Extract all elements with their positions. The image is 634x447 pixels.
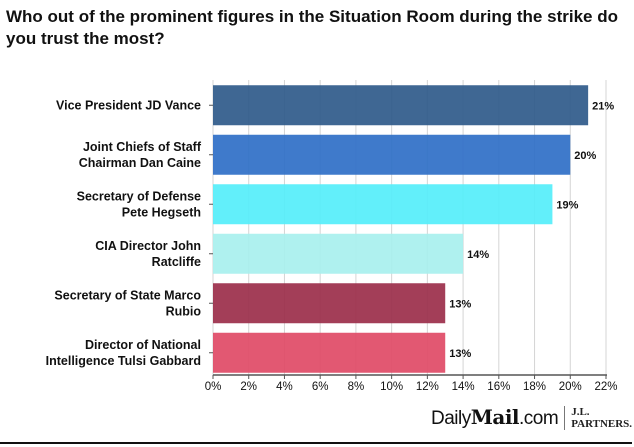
logo-mail: Mail [470,405,520,429]
data-label: 19% [556,199,578,211]
x-tick-label: 2% [240,381,257,393]
x-tick-label: 10% [380,381,403,393]
x-tick-label: 14% [452,381,475,393]
jl-partners-line1: J.L. [571,405,590,418]
category-label: Vice President JD Vance [56,98,201,112]
chart-title: Who out of the prominent figures in the … [6,7,618,48]
bar [213,184,553,225]
bottom-rule [0,442,632,444]
data-label: 14% [467,249,489,261]
category-label: Secretary of Defense Pete Hegseth [77,189,201,219]
data-label: 20% [574,150,596,162]
x-tick-label: 0% [205,381,222,393]
category-label-line: Ratcliffe [152,255,201,269]
category-label: Director of National Intelligence Tulsi G… [46,338,201,368]
x-tick-label: 22% [594,381,617,393]
category-label-line: Rubio [166,304,202,318]
category-label-line: CIA Director John [95,239,201,253]
category-label-line: Director of National [85,338,201,352]
x-tick-label: 4% [276,381,293,393]
category-label-line: Pete Hegseth [122,205,201,219]
publisher-logos: DailyMail.com J.L. PARTNERS. [431,405,632,430]
data-label: 13% [449,298,471,310]
dailymail-logo: DailyMail.com [431,405,559,430]
category-label-line: Intelligence Tulsi Gabbard [46,354,201,368]
category-label: Secretary of State Marco Rubio [54,288,201,318]
bar [213,332,446,373]
logo-com: .com [519,408,559,429]
x-tick-label: 8% [348,381,365,393]
category-label-line: Secretary of Defense [77,189,201,203]
x-tick-label: 18% [523,381,546,393]
jl-partners-line2: PARTNERS. [571,417,633,430]
x-tick-label: 6% [312,381,329,393]
logo-divider [564,405,566,430]
data-label: 13% [449,348,471,360]
category-label-line: Secretary of State Marco [54,288,201,302]
category-label-line: Chairman Dan Caine [79,156,201,170]
category-label: Joint Chiefs of Staff Chairman Dan Caine [79,140,202,170]
x-tick-label: 12% [416,381,439,393]
bar [213,134,571,175]
category-label-line: Joint Chiefs of Staff [83,140,202,154]
x-tick-label: 20% [559,381,582,393]
x-tick-label: 16% [487,381,510,393]
category-label-line: Vice President JD Vance [56,98,201,112]
data-label: 21% [592,100,614,112]
bar [213,85,589,126]
bar [213,283,446,324]
category-label: CIA Director John Ratcliffe [95,239,201,269]
jl-partners-logo: J.L. PARTNERS. [571,406,632,430]
logo-daily: Daily [431,408,471,429]
bar [213,233,464,274]
